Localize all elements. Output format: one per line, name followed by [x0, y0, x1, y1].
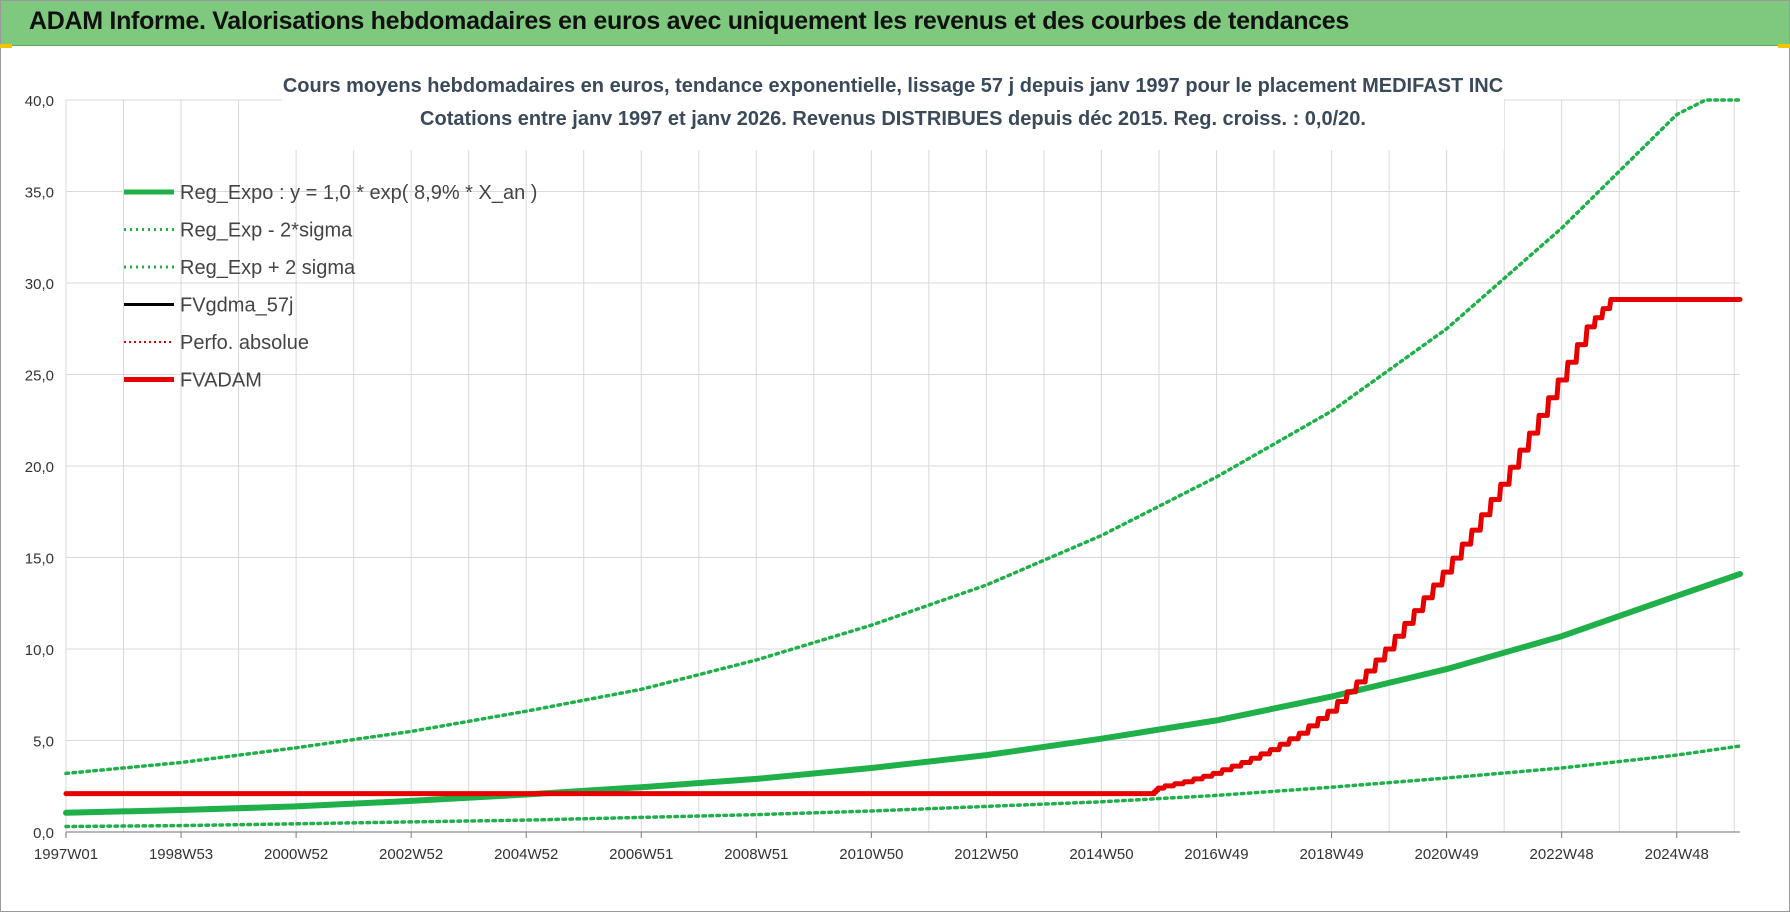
y-tick-label: 35,0	[25, 185, 54, 202]
x-tick-label: 2012W50	[954, 846, 1018, 863]
legend: Reg_Expo : y = 1,0 * exp( 8,9% * X_an ) R…	[124, 182, 537, 392]
x-tick-label: 2010W50	[839, 846, 903, 863]
x-tick-label: 1997W01	[34, 846, 98, 863]
x-tick-label: 2008W51	[724, 846, 788, 863]
x-tick-label: 2006W51	[609, 846, 673, 863]
line-chart: 0,0 5,0 10,0 15,0 20,0 25,0 30,0 35,0 40,0 1997W0…	[25, 64, 1743, 863]
chart-subtitle: Cotations entre janv 1997 et janv 2026. …	[420, 108, 1366, 130]
chart-area: 0,0 5,0 10,0 15,0 20,0 25,0 30,0 35,0 40,0 1997W0…	[0, 46, 1790, 912]
corner-mark-right	[1778, 44, 1790, 48]
corner-mark-left	[0, 44, 12, 48]
series-reg-exp-plus-2sigma	[64, 98, 1742, 776]
legend-label: FVADAM	[180, 370, 262, 392]
x-tick-label: 2020W49	[1415, 846, 1479, 863]
x-tick-label: 2000W52	[264, 846, 328, 863]
chart-title: Cours moyens hebdomadaires en euros, ten…	[283, 75, 1503, 97]
x-tick-label: 2018W49	[1299, 846, 1363, 863]
legend-label: Perfo. absolue	[180, 332, 309, 354]
y-tick-label: 15,0	[25, 551, 54, 568]
series-fvadam	[63, 297, 1743, 797]
series-fvgdma-57j	[64, 298, 1742, 796]
legend-label: FVgdma_57j	[180, 295, 293, 317]
title-background	[282, 64, 1504, 150]
x-tick-label: 2022W48	[1530, 846, 1594, 863]
y-tick-label: 25,0	[25, 368, 54, 385]
series-reg-expo	[63, 571, 1743, 816]
series-reg-exp-minus-2sigma	[64, 744, 1742, 829]
y-tick-label: 0,0	[33, 825, 54, 842]
y-tick-label: 20,0	[25, 459, 54, 476]
x-tick-label: 2004W52	[494, 846, 558, 863]
legend-label: Reg_Expo : y = 1,0 * exp( 8,9% * X_an )	[180, 182, 537, 204]
page-title: ADAM Informe. Valorisations hebdomadaire…	[29, 7, 1350, 35]
grid-layer	[65, 99, 1740, 833]
x-tick-label: 2024W48	[1645, 846, 1709, 863]
y-tick-label: 40,0	[25, 93, 54, 110]
y-tick-label: 30,0	[25, 276, 54, 293]
x-tick-label: 2002W52	[379, 846, 443, 863]
y-tick-label: 10,0	[25, 642, 54, 659]
axis-layer: 0,0 5,0 10,0 15,0 20,0 25,0 30,0 35,0 40,0 1997W0…	[25, 93, 1740, 863]
x-tick-label: 2014W50	[1069, 846, 1133, 863]
y-tick-label: 5,0	[33, 734, 54, 751]
x-tick-label: 1998W53	[149, 846, 213, 863]
header-bar: ADAM Informe. Valorisations hebdomadaire…	[1, 1, 1789, 46]
legend-label: Reg_Exp + 2 sigma	[180, 257, 356, 279]
legend-label: Reg_Exp - 2*sigma	[180, 220, 353, 242]
series-layer	[63, 98, 1743, 829]
x-tick-label: 2016W49	[1184, 846, 1248, 863]
